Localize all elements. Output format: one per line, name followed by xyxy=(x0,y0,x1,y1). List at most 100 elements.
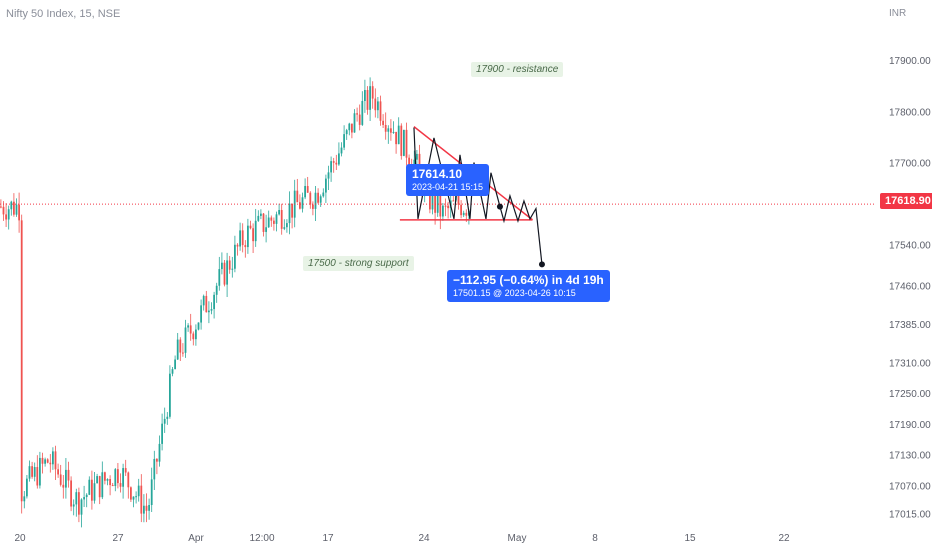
candle-body xyxy=(351,123,353,133)
candle-body xyxy=(304,186,306,198)
candle-body xyxy=(91,479,93,501)
candle-body xyxy=(205,295,208,313)
candle-body xyxy=(20,220,23,502)
x-tick-label: 8 xyxy=(592,533,598,544)
candle-body xyxy=(228,260,231,270)
candle-body xyxy=(31,466,33,477)
candle-body xyxy=(83,497,85,500)
candle-body xyxy=(75,492,78,505)
candle-body xyxy=(145,505,148,511)
candle-body xyxy=(460,204,462,216)
symbol-title[interactable]: Nifty 50 Index, 15, NSE xyxy=(6,8,121,20)
candle-body xyxy=(434,193,436,213)
resistance-note[interactable]: 17900 - resistance xyxy=(471,62,564,77)
candle-body xyxy=(13,201,15,215)
candle-body xyxy=(80,499,83,515)
candle-body xyxy=(273,220,275,224)
candle-body xyxy=(65,469,67,488)
candle-body xyxy=(41,457,44,464)
candle-body xyxy=(338,153,340,165)
candle-body xyxy=(140,485,143,514)
point-callout[interactable]: 17614.10 2023-04-21 15:15 xyxy=(406,164,490,197)
candle-body xyxy=(431,193,434,210)
candle-body xyxy=(382,120,384,125)
candle-body xyxy=(330,161,332,173)
candle-body xyxy=(327,172,330,179)
y-tick-label: 17800.00 xyxy=(889,107,931,118)
candle-body xyxy=(226,260,228,285)
x-tick-label: 22 xyxy=(778,533,790,544)
candle-body xyxy=(215,285,218,295)
x-tick-label: 20 xyxy=(14,533,26,544)
candle-body xyxy=(288,203,291,224)
candle-body xyxy=(57,469,59,475)
candle-body xyxy=(148,505,150,511)
candle-body xyxy=(306,186,309,193)
price-axis[interactable]: 17900.00 17800.00 17700.00 17540.00 17460.00… xyxy=(889,56,931,521)
candle-body xyxy=(366,90,369,110)
x-tick-label: 12:00 xyxy=(249,533,274,544)
candle-body xyxy=(187,325,189,328)
candle-body xyxy=(28,466,31,479)
candle-body xyxy=(340,147,343,154)
candle-body xyxy=(184,327,187,353)
candle-body xyxy=(176,339,179,360)
candle-body xyxy=(93,483,96,501)
candle-body xyxy=(39,457,41,486)
candle-body xyxy=(397,125,400,145)
candle-body xyxy=(195,329,197,340)
candle-body xyxy=(10,201,13,210)
candle-body xyxy=(314,192,317,209)
y-tick-label: 17900.00 xyxy=(889,56,931,67)
candle-body xyxy=(384,124,387,132)
candle-body xyxy=(143,505,145,514)
candle-body xyxy=(442,205,444,217)
candle-body xyxy=(52,451,54,465)
candle-body xyxy=(361,101,364,125)
candle-body xyxy=(439,194,442,217)
candle-body xyxy=(452,200,455,202)
candle-body xyxy=(283,227,286,229)
candle-body xyxy=(312,204,314,209)
y-tick-label: 17540.00 xyxy=(889,241,931,252)
candle-body xyxy=(223,262,226,285)
candle-body xyxy=(127,472,130,488)
candle-body xyxy=(36,467,39,486)
candle-body xyxy=(345,130,348,135)
candle-body xyxy=(465,212,468,216)
candle-body xyxy=(171,369,174,374)
candle-body xyxy=(200,305,202,323)
y-tick-label: 17310.00 xyxy=(889,358,931,369)
move-target: 17501.15 @ 2023-04-26 10:15 xyxy=(453,288,576,298)
candle-body xyxy=(46,459,49,463)
y-tick-label: 17015.00 xyxy=(889,510,931,521)
candle-body xyxy=(192,333,195,340)
candle-body xyxy=(462,212,465,216)
candle-body xyxy=(163,418,166,424)
current-price-tag[interactable]: 17618.90 xyxy=(880,193,932,209)
move-callout[interactable]: −112.95 (−0.64%) in 4d 19h 17501.15 @ 20… xyxy=(447,270,610,303)
candle-body xyxy=(371,86,374,99)
candle-body xyxy=(96,476,98,484)
y-tick-label: 17700.00 xyxy=(889,159,931,170)
y-tick-label: 17460.00 xyxy=(889,282,931,293)
candle-body xyxy=(317,192,319,203)
time-axis[interactable]: 20 27 Apr 12:00 17 24 May 8 15 22 xyxy=(14,533,790,544)
candle-body xyxy=(119,483,122,487)
candle-body xyxy=(436,194,439,213)
candle-body xyxy=(117,469,119,484)
candle-body xyxy=(221,262,223,270)
candle-body xyxy=(296,190,299,203)
candle-body xyxy=(161,423,163,444)
candle-body xyxy=(387,128,390,132)
candle-body xyxy=(18,204,20,221)
candle-body xyxy=(309,192,312,205)
candle-body xyxy=(257,215,260,221)
candle-body xyxy=(98,476,101,498)
y-tick-label: 17070.00 xyxy=(889,481,931,492)
support-note[interactable]: 17500 - strong support xyxy=(303,256,414,271)
candle-body xyxy=(135,496,137,498)
candle-body xyxy=(213,294,215,310)
